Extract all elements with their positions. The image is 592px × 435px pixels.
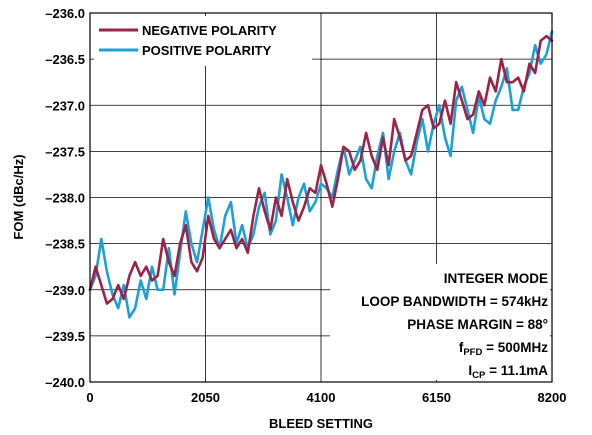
series-line-negative [88, 34, 554, 305]
y-tick-labels: –236.0 –236.5 –237.0 –237.5 –238.0 –238.5 –239… [45, 6, 85, 390]
legend-background [94, 16, 312, 66]
series-lines [88, 30, 554, 319]
x-tick-label: 6150 [422, 390, 451, 405]
legend-label-positive: POSITIVE POLARITY [142, 43, 272, 58]
plot-border [89, 12, 553, 383]
x-tick-label: 8200 [538, 390, 567, 405]
annotation-fpfd: fPFD = 500MHz [459, 340, 548, 358]
y-tick-label: –236.0 [45, 6, 85, 21]
icp-rest: = 11.1mA [485, 363, 548, 378]
series-line-positive [88, 30, 554, 319]
y-tick-label: –238.0 [45, 191, 85, 206]
y-tick-label: –239.5 [45, 329, 85, 344]
y-tick-label: –240.0 [45, 375, 85, 390]
fpfd-rest: = 500MHz [482, 340, 548, 355]
y-tick-label: –236.5 [45, 52, 85, 67]
x-tick-label: 4100 [307, 390, 336, 405]
legend-label-negative: NEGATIVE POLARITY [142, 23, 277, 38]
annotation-box: INTEGER MODE LOOP BANDWIDTH = 574kHz PHA… [330, 264, 550, 381]
x-tick-label: 0 [86, 390, 93, 405]
fpfd-main: f [459, 340, 464, 355]
x-tick-labels: 0 2050 4100 6150 8200 [86, 390, 566, 405]
annotation-background [330, 264, 550, 380]
icp-sub: CP [472, 370, 486, 381]
y-tick-label: –239.0 [45, 283, 85, 298]
annotation-phase-margin: PHASE MARGIN = 88° [407, 317, 548, 332]
x-tick-label: 2050 [191, 390, 220, 405]
y-tick-label: –238.5 [45, 237, 85, 252]
icp-main: I [468, 363, 472, 378]
annotation-mode: INTEGER MODE [444, 271, 548, 286]
y-axis-title: FOM (dBc/Hz) [11, 154, 26, 239]
y-tick-label: –237.5 [45, 144, 85, 159]
annotation-icp: ICP = 11.1mA [468, 363, 548, 381]
legend: NEGATIVE POLARITY POSITIVE POLARITY [94, 16, 312, 66]
y-tick-label: –237.0 [45, 98, 85, 113]
fpfd-sub: PFD [463, 347, 482, 358]
x-axis-title: BLEED SETTING [269, 416, 373, 431]
annotation-bandwidth: LOOP BANDWIDTH = 574kHz [361, 294, 548, 309]
